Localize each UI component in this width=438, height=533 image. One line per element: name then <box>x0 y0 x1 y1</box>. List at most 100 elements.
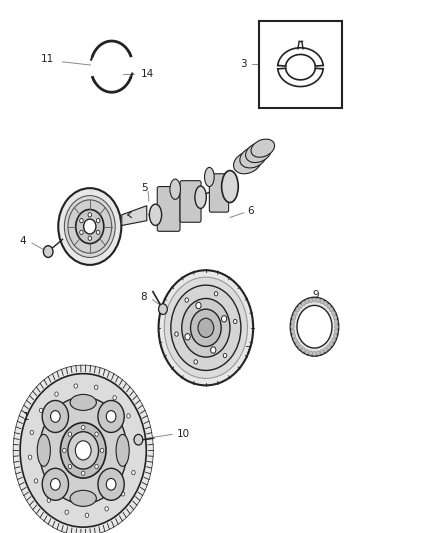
Circle shape <box>47 498 51 502</box>
Ellipse shape <box>37 434 50 466</box>
Ellipse shape <box>205 167 214 187</box>
Circle shape <box>42 469 68 500</box>
Text: 10: 10 <box>177 430 190 439</box>
Ellipse shape <box>246 142 271 163</box>
Circle shape <box>88 213 92 217</box>
Circle shape <box>39 408 43 413</box>
Circle shape <box>214 292 218 296</box>
Ellipse shape <box>70 490 96 506</box>
Circle shape <box>332 311 335 316</box>
Circle shape <box>297 305 332 348</box>
Circle shape <box>81 471 85 475</box>
Circle shape <box>294 311 297 316</box>
Circle shape <box>159 304 167 314</box>
Ellipse shape <box>170 179 180 199</box>
Circle shape <box>194 360 198 364</box>
FancyBboxPatch shape <box>180 181 201 222</box>
Circle shape <box>80 219 83 223</box>
Circle shape <box>80 230 83 235</box>
Circle shape <box>68 464 72 469</box>
Circle shape <box>302 348 305 352</box>
Circle shape <box>332 338 335 342</box>
Text: 4: 4 <box>19 236 26 246</box>
Circle shape <box>317 351 320 355</box>
Circle shape <box>198 318 214 337</box>
Circle shape <box>95 432 98 437</box>
Circle shape <box>55 392 58 396</box>
Circle shape <box>30 430 34 434</box>
Circle shape <box>64 196 115 257</box>
Circle shape <box>68 200 112 253</box>
Circle shape <box>65 510 68 514</box>
Circle shape <box>335 325 338 329</box>
Polygon shape <box>122 206 147 225</box>
Circle shape <box>28 455 32 459</box>
Circle shape <box>291 320 295 324</box>
Circle shape <box>320 300 324 304</box>
Circle shape <box>113 395 117 400</box>
Ellipse shape <box>70 394 96 410</box>
Circle shape <box>84 219 96 234</box>
Circle shape <box>313 351 316 356</box>
Circle shape <box>324 302 327 306</box>
Circle shape <box>96 219 100 223</box>
Circle shape <box>313 298 316 302</box>
Circle shape <box>74 384 78 388</box>
Ellipse shape <box>240 147 266 168</box>
Circle shape <box>42 400 68 432</box>
Text: 5: 5 <box>141 183 148 192</box>
Text: 1: 1 <box>23 412 30 422</box>
Circle shape <box>291 329 295 334</box>
Circle shape <box>68 432 72 437</box>
Ellipse shape <box>116 434 129 466</box>
Circle shape <box>98 469 124 500</box>
Ellipse shape <box>251 139 275 157</box>
Text: 3: 3 <box>240 60 247 69</box>
Circle shape <box>334 329 338 334</box>
Circle shape <box>76 209 104 244</box>
Circle shape <box>291 325 294 329</box>
Circle shape <box>299 345 302 349</box>
Circle shape <box>171 285 241 370</box>
Circle shape <box>98 400 124 432</box>
Circle shape <box>211 347 216 353</box>
Circle shape <box>185 298 188 302</box>
Bar <box>259 21 342 108</box>
Text: 8: 8 <box>140 293 147 302</box>
Circle shape <box>191 309 221 346</box>
Circle shape <box>302 302 305 306</box>
Ellipse shape <box>149 204 162 225</box>
Circle shape <box>34 479 38 483</box>
Circle shape <box>95 385 98 390</box>
Circle shape <box>290 297 339 356</box>
Circle shape <box>88 236 92 240</box>
Circle shape <box>50 410 60 422</box>
Text: 11: 11 <box>41 54 54 64</box>
Text: 6: 6 <box>247 206 254 215</box>
Circle shape <box>106 479 116 490</box>
Circle shape <box>292 334 296 338</box>
Circle shape <box>95 464 98 469</box>
Circle shape <box>334 320 338 324</box>
Circle shape <box>329 342 333 346</box>
Text: 7: 7 <box>244 346 251 356</box>
Circle shape <box>60 423 106 478</box>
Circle shape <box>43 246 53 257</box>
Circle shape <box>309 298 312 303</box>
Circle shape <box>134 437 138 441</box>
Circle shape <box>327 345 330 349</box>
Ellipse shape <box>233 151 261 174</box>
Circle shape <box>185 334 190 340</box>
Circle shape <box>317 298 320 303</box>
Circle shape <box>106 410 116 422</box>
Circle shape <box>68 432 99 469</box>
Circle shape <box>327 304 330 309</box>
Circle shape <box>182 298 230 357</box>
Circle shape <box>81 425 85 430</box>
Circle shape <box>20 374 146 527</box>
Circle shape <box>159 270 253 385</box>
Circle shape <box>222 316 227 322</box>
Circle shape <box>320 350 324 354</box>
Circle shape <box>85 513 89 518</box>
Circle shape <box>134 434 143 445</box>
